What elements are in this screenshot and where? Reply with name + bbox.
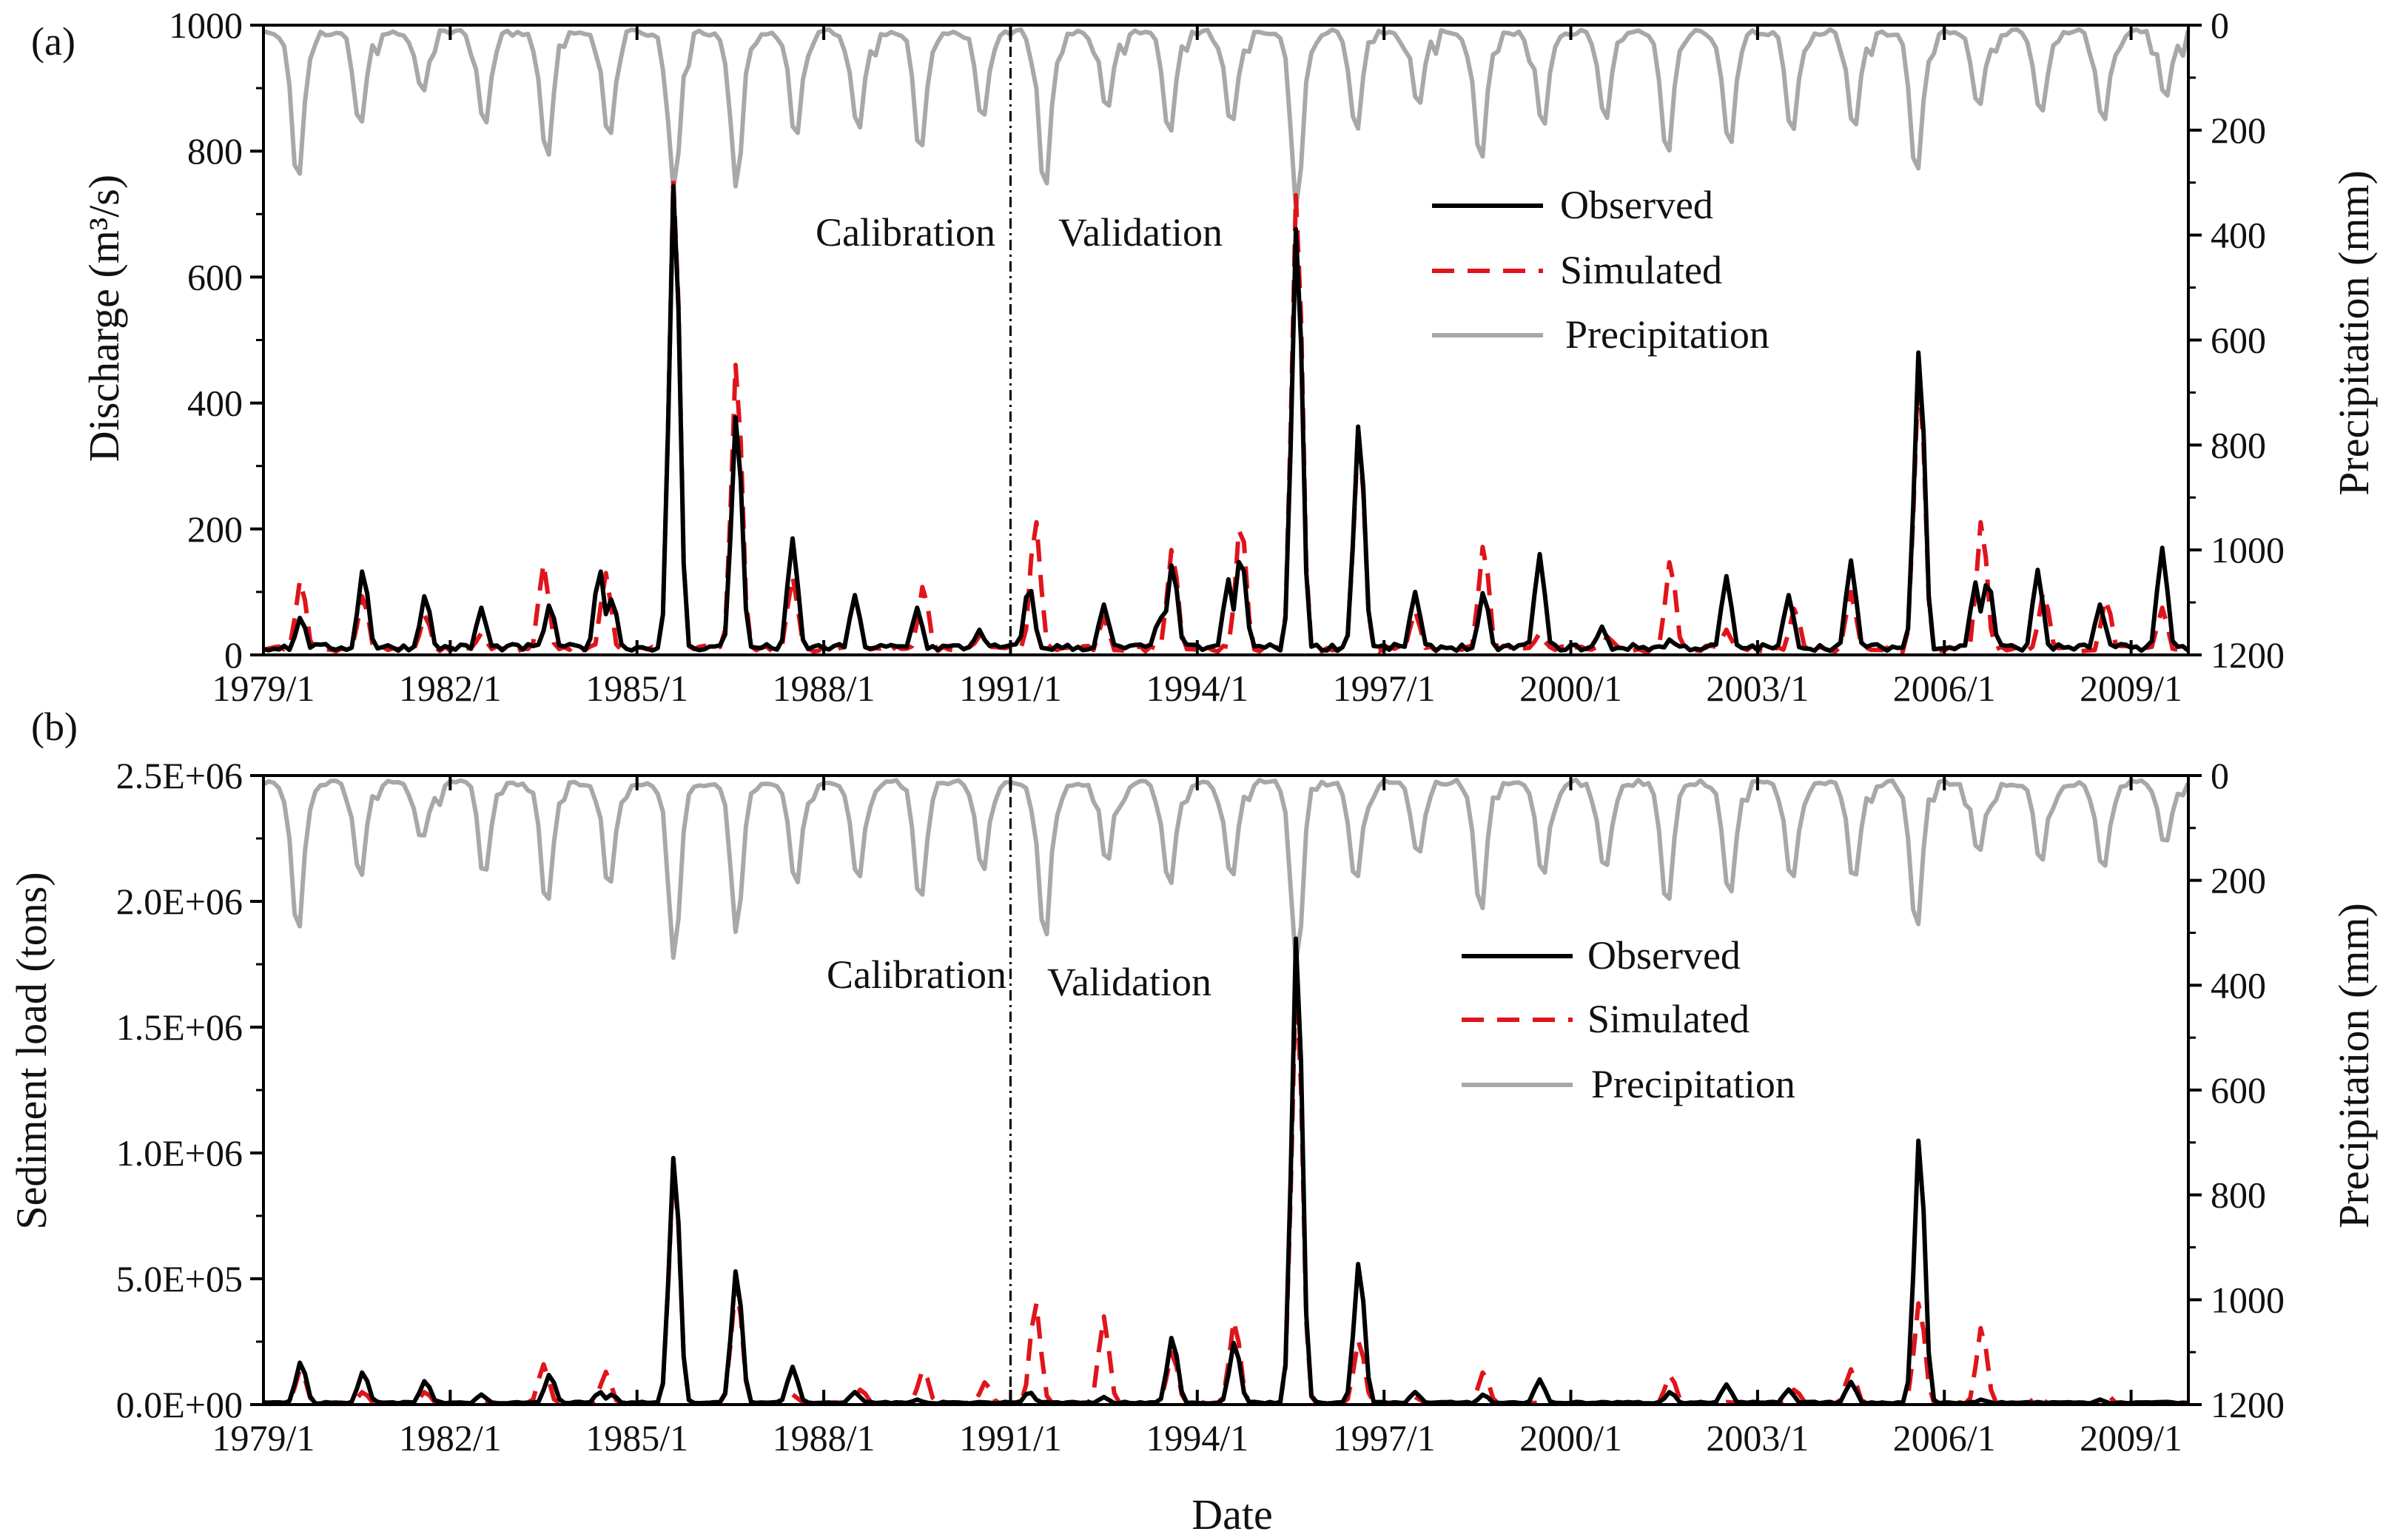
panel-a-y-tick-label: 600 bbox=[187, 256, 243, 297]
panel-a-x-tick-label: 1991/1 bbox=[959, 668, 1062, 709]
panel-b-y2-tick-label: 200 bbox=[2211, 860, 2266, 901]
panel-b-x-tick-label: 2000/1 bbox=[1519, 1417, 1622, 1459]
panel-b-x-tick-label: 2006/1 bbox=[1893, 1417, 1996, 1459]
panel-a-y-tick-label: 0 bbox=[224, 634, 243, 676]
panel-a-x-tick-label: 2003/1 bbox=[1706, 668, 1809, 709]
panel-a: (a) Discharge (m³/s) Precipitation (mm) … bbox=[31, 4, 2378, 709]
panel-b-y2-tick-label: 1200 bbox=[2211, 1384, 2285, 1425]
panel-b-y2-tick-label: 800 bbox=[2211, 1174, 2266, 1216]
panel-b-legend: Observed Simulated Precipitation bbox=[1462, 933, 1795, 1106]
panel-a-x-tick-label: 1988/1 bbox=[773, 668, 875, 709]
panel-a-y2-tick-label: 800 bbox=[2211, 424, 2266, 465]
panel-b-series-precipitation bbox=[262, 777, 2191, 965]
panel-b-x-tick-label: 1979/1 bbox=[212, 1417, 315, 1459]
panel-a-y-tick-label: 1000 bbox=[169, 4, 243, 46]
panel-a-y2-tick-label: 200 bbox=[2211, 110, 2266, 151]
panel-b-frame bbox=[262, 774, 2190, 1406]
panel-b-series-observed bbox=[263, 936, 2188, 1406]
panel-b-legend-simulated: Simulated bbox=[1587, 997, 1750, 1041]
panel-b-y-tick-label: 0.0E+00 bbox=[116, 1384, 243, 1425]
x-axis-title: Date bbox=[1192, 1490, 1273, 1536]
panel-a-x-tick-label: 2000/1 bbox=[1519, 668, 1622, 709]
panel-a-x-tick-label: 2009/1 bbox=[2080, 668, 2182, 709]
panel-b-y2-tick-label: 600 bbox=[2211, 1069, 2266, 1111]
panel-a-y2label: Precipitation (mm) bbox=[2330, 170, 2378, 496]
panel-a-series-observed bbox=[263, 184, 2190, 653]
panel-a-x-tick-label: 1997/1 bbox=[1333, 668, 1436, 709]
panel-a-validation-label: Validation bbox=[1058, 210, 1223, 255]
panel-a-series bbox=[263, 27, 2191, 654]
panel-b-x-tick-label: 2003/1 bbox=[1706, 1417, 1809, 1459]
panel-b-x-tick-label: 2009/1 bbox=[2080, 1417, 2182, 1459]
panel-b-validation-label: Validation bbox=[1047, 960, 1211, 1004]
panel-a-y2-tick-label: 400 bbox=[2211, 215, 2266, 256]
panel-b-x-tick-label: 1985/1 bbox=[585, 1417, 688, 1459]
panel-a-legend-precipitation: Precipitation bbox=[1565, 312, 1769, 357]
panel-a-x-tick-label: 1979/1 bbox=[212, 668, 315, 709]
panel-a-y2-tick-label: 600 bbox=[2211, 320, 2266, 361]
panel-a-x-tick-label: 1994/1 bbox=[1146, 668, 1248, 709]
panel-a-label: (a) bbox=[31, 19, 75, 64]
panel-b-legend-observed: Observed bbox=[1587, 933, 1741, 978]
panel-b-y-tick-label: 2.0E+06 bbox=[116, 881, 243, 922]
panel-b-series bbox=[262, 777, 2191, 1406]
panel-b-y2-tick-label: 400 bbox=[2211, 964, 2266, 1006]
panel-a-x-tick-label: 1985/1 bbox=[585, 668, 688, 709]
panel-a-y-tick-label: 800 bbox=[187, 130, 243, 172]
panel-a-series-precipitation bbox=[263, 27, 2191, 211]
panel-b: (b) Sediment load (tons) Precipitation (… bbox=[7, 705, 2378, 1459]
panel-b-y-tick-label: 1.0E+06 bbox=[116, 1132, 243, 1174]
panel-b-label: (b) bbox=[31, 705, 78, 749]
panel-b-x-tick-label: 1997/1 bbox=[1333, 1417, 1436, 1459]
panel-a-ylabel: Discharge (m³/s) bbox=[80, 175, 128, 462]
panel-a-legend-simulated: Simulated bbox=[1560, 248, 1722, 292]
panel-a-frame bbox=[262, 24, 2190, 656]
panel-a-y-tick-label: 400 bbox=[187, 383, 243, 424]
panel-b-legend-precipitation: Precipitation bbox=[1591, 1062, 1795, 1106]
panel-b-calibration-label: Calibration bbox=[827, 952, 1006, 997]
panel-a-x-tick-label: 1982/1 bbox=[399, 668, 502, 709]
panel-a-y2-tick-label: 0 bbox=[2211, 4, 2229, 46]
panel-b-x-tick-label: 1991/1 bbox=[959, 1417, 1062, 1459]
panel-b-y-tick-label: 5.0E+05 bbox=[116, 1258, 243, 1299]
panel-b-x-tick-label: 1982/1 bbox=[399, 1417, 502, 1459]
panel-a-legend-observed: Observed bbox=[1560, 183, 1713, 227]
panel-a-ticks: 1979/1 1982/1 1985/1 1988/1 1991/1 1994/1 1997… bbox=[169, 4, 2285, 709]
panel-a-y-tick-label: 200 bbox=[187, 508, 243, 550]
panel-a-x-tick-label: 2006/1 bbox=[1893, 668, 1996, 709]
panel-b-y-tick-label: 2.5E+06 bbox=[116, 755, 243, 796]
panel-a-calibration-label: Calibration bbox=[816, 210, 995, 255]
panel-b-y2-tick-label: 1000 bbox=[2211, 1279, 2285, 1320]
panel-b-y2-tick-label: 0 bbox=[2211, 755, 2229, 796]
panel-b-y-tick-label: 1.5E+06 bbox=[116, 1006, 243, 1048]
panel-b-x-tick-label: 1994/1 bbox=[1146, 1417, 1248, 1459]
panel-b-series-simulated bbox=[263, 971, 2189, 1406]
panel-a-y2-tick-label: 1200 bbox=[2211, 634, 2285, 676]
panel-b-ylabel: Sediment load (tons) bbox=[7, 872, 56, 1229]
panel-b-y2label: Precipitation (mm) bbox=[2330, 903, 2378, 1228]
panel-b-x-tick-label: 1988/1 bbox=[773, 1417, 875, 1459]
panel-b-ticks: 1979/1 1982/1 1985/1 1988/1 1991/1 1994/1 1997… bbox=[116, 755, 2285, 1459]
panel-a-legend: Observed Simulated Precipitation bbox=[1432, 183, 1769, 357]
panel-a-y2-tick-label: 1000 bbox=[2211, 529, 2285, 571]
panel-a-series-simulated bbox=[263, 178, 2189, 654]
